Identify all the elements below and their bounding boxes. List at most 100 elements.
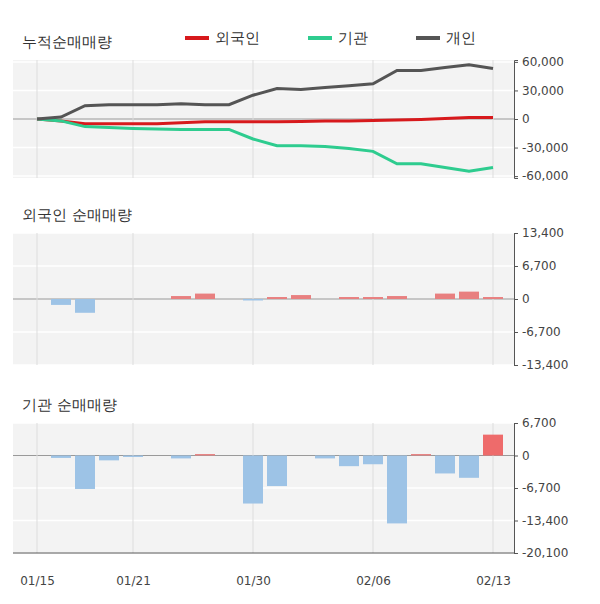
plot-area [37, 65, 493, 172]
grid-line [13, 364, 514, 366]
bar [195, 454, 215, 455]
grid-line-vertical [37, 233, 38, 365]
grid-line [13, 232, 514, 234]
bar [387, 456, 407, 524]
y-tick: 6,700 [514, 259, 556, 273]
tick-mark [514, 266, 518, 267]
plot-area [51, 435, 503, 524]
bar [483, 435, 503, 456]
axis-line [515, 424, 519, 554]
bar [291, 295, 311, 299]
legend-label: 기관 [338, 29, 368, 47]
y-tick: 0 [514, 112, 530, 126]
tick-label: 13,400 [522, 226, 564, 240]
tick-label: 01/15 [20, 574, 55, 588]
panel: 외국인 순매매량13,4006,7000-6,700-13,400 [13, 206, 568, 372]
tick-mark [514, 553, 518, 554]
tick-label: 6,700 [522, 259, 556, 273]
y-tick: 13,400 [514, 226, 564, 240]
legend-label: 개인 [446, 29, 476, 47]
y-tick: 0 [514, 292, 530, 306]
tick-label: -6,700 [522, 325, 561, 339]
series-line [37, 118, 493, 124]
bar [435, 456, 455, 474]
bar [483, 297, 503, 299]
series-line [37, 119, 493, 171]
chart-title: 기관 순매매량 [22, 396, 117, 414]
tick-mark [514, 299, 518, 300]
bar [219, 299, 239, 300]
bar [171, 296, 191, 299]
y-tick: -60,000 [514, 169, 568, 183]
bar [243, 299, 263, 300]
grid-line [13, 331, 514, 333]
tick-label: 01/21 [116, 574, 151, 588]
x-tick: 02/13 [476, 574, 511, 588]
bar [267, 297, 287, 299]
bar [147, 455, 167, 456]
grid-line-vertical [133, 423, 134, 553]
bar [267, 456, 287, 487]
plot-background [13, 60, 514, 178]
grid-line [13, 520, 514, 522]
bar [27, 455, 47, 456]
bar [435, 294, 455, 299]
bar [411, 454, 431, 455]
plot-area [51, 292, 503, 313]
legend-swatch [416, 36, 440, 40]
grid-line [13, 61, 514, 63]
x-axis: 01/15 01/21 01/30 02/06 02/13 [20, 574, 511, 588]
tick-label: 60,000 [522, 55, 564, 69]
tick-label: -6,700 [522, 481, 561, 495]
tick-label: -60,000 [522, 169, 568, 183]
x-tick: 02/06 [356, 574, 391, 588]
x-tick: 01/30 [236, 574, 271, 588]
y-axis: 60,000 30,000 0 -30,000 -60,000 [514, 55, 568, 183]
tick-mark [514, 90, 518, 91]
bar [99, 299, 119, 300]
tick-label: 0 [522, 112, 530, 126]
bar [243, 456, 263, 504]
legend-swatch [308, 36, 332, 40]
y-tick: 30,000 [514, 84, 564, 98]
tick-mark [514, 148, 518, 149]
tick-mark [514, 365, 518, 366]
tick-mark [514, 423, 518, 424]
bar [459, 292, 479, 299]
bar [123, 456, 143, 457]
bar [75, 299, 95, 313]
tick-mark [514, 233, 518, 234]
y-tick: -20,100 [514, 546, 568, 560]
tick-mark [514, 332, 518, 333]
bar [339, 456, 359, 467]
bar [219, 455, 239, 456]
y-tick: -6,700 [514, 325, 561, 339]
bar [291, 455, 311, 456]
bar [51, 299, 71, 305]
grid-line [13, 175, 514, 177]
tick-mark [514, 521, 518, 522]
bar [387, 296, 407, 299]
tick-label: 0 [522, 292, 530, 306]
tick-label: -30,000 [522, 141, 568, 155]
y-tick: -13,400 [514, 514, 568, 528]
bar [171, 456, 191, 459]
grid-line-vertical [373, 423, 374, 553]
axis-line [515, 61, 519, 179]
tick-mark [514, 488, 518, 489]
y-tick: -6,700 [514, 481, 561, 495]
bar [195, 294, 215, 299]
bar [459, 456, 479, 478]
grid-line-vertical [253, 60, 254, 178]
y-tick: 60,000 [514, 55, 564, 69]
tick-mark [514, 62, 518, 63]
tick-label: 01/30 [236, 574, 271, 588]
tick-mark [514, 176, 518, 177]
tick-label: -13,400 [522, 358, 568, 372]
bar [411, 299, 431, 300]
series-line [37, 65, 493, 119]
y-tick: -13,400 [514, 358, 568, 372]
bar [315, 299, 335, 300]
tick-mark [514, 456, 518, 457]
bar [123, 299, 143, 300]
